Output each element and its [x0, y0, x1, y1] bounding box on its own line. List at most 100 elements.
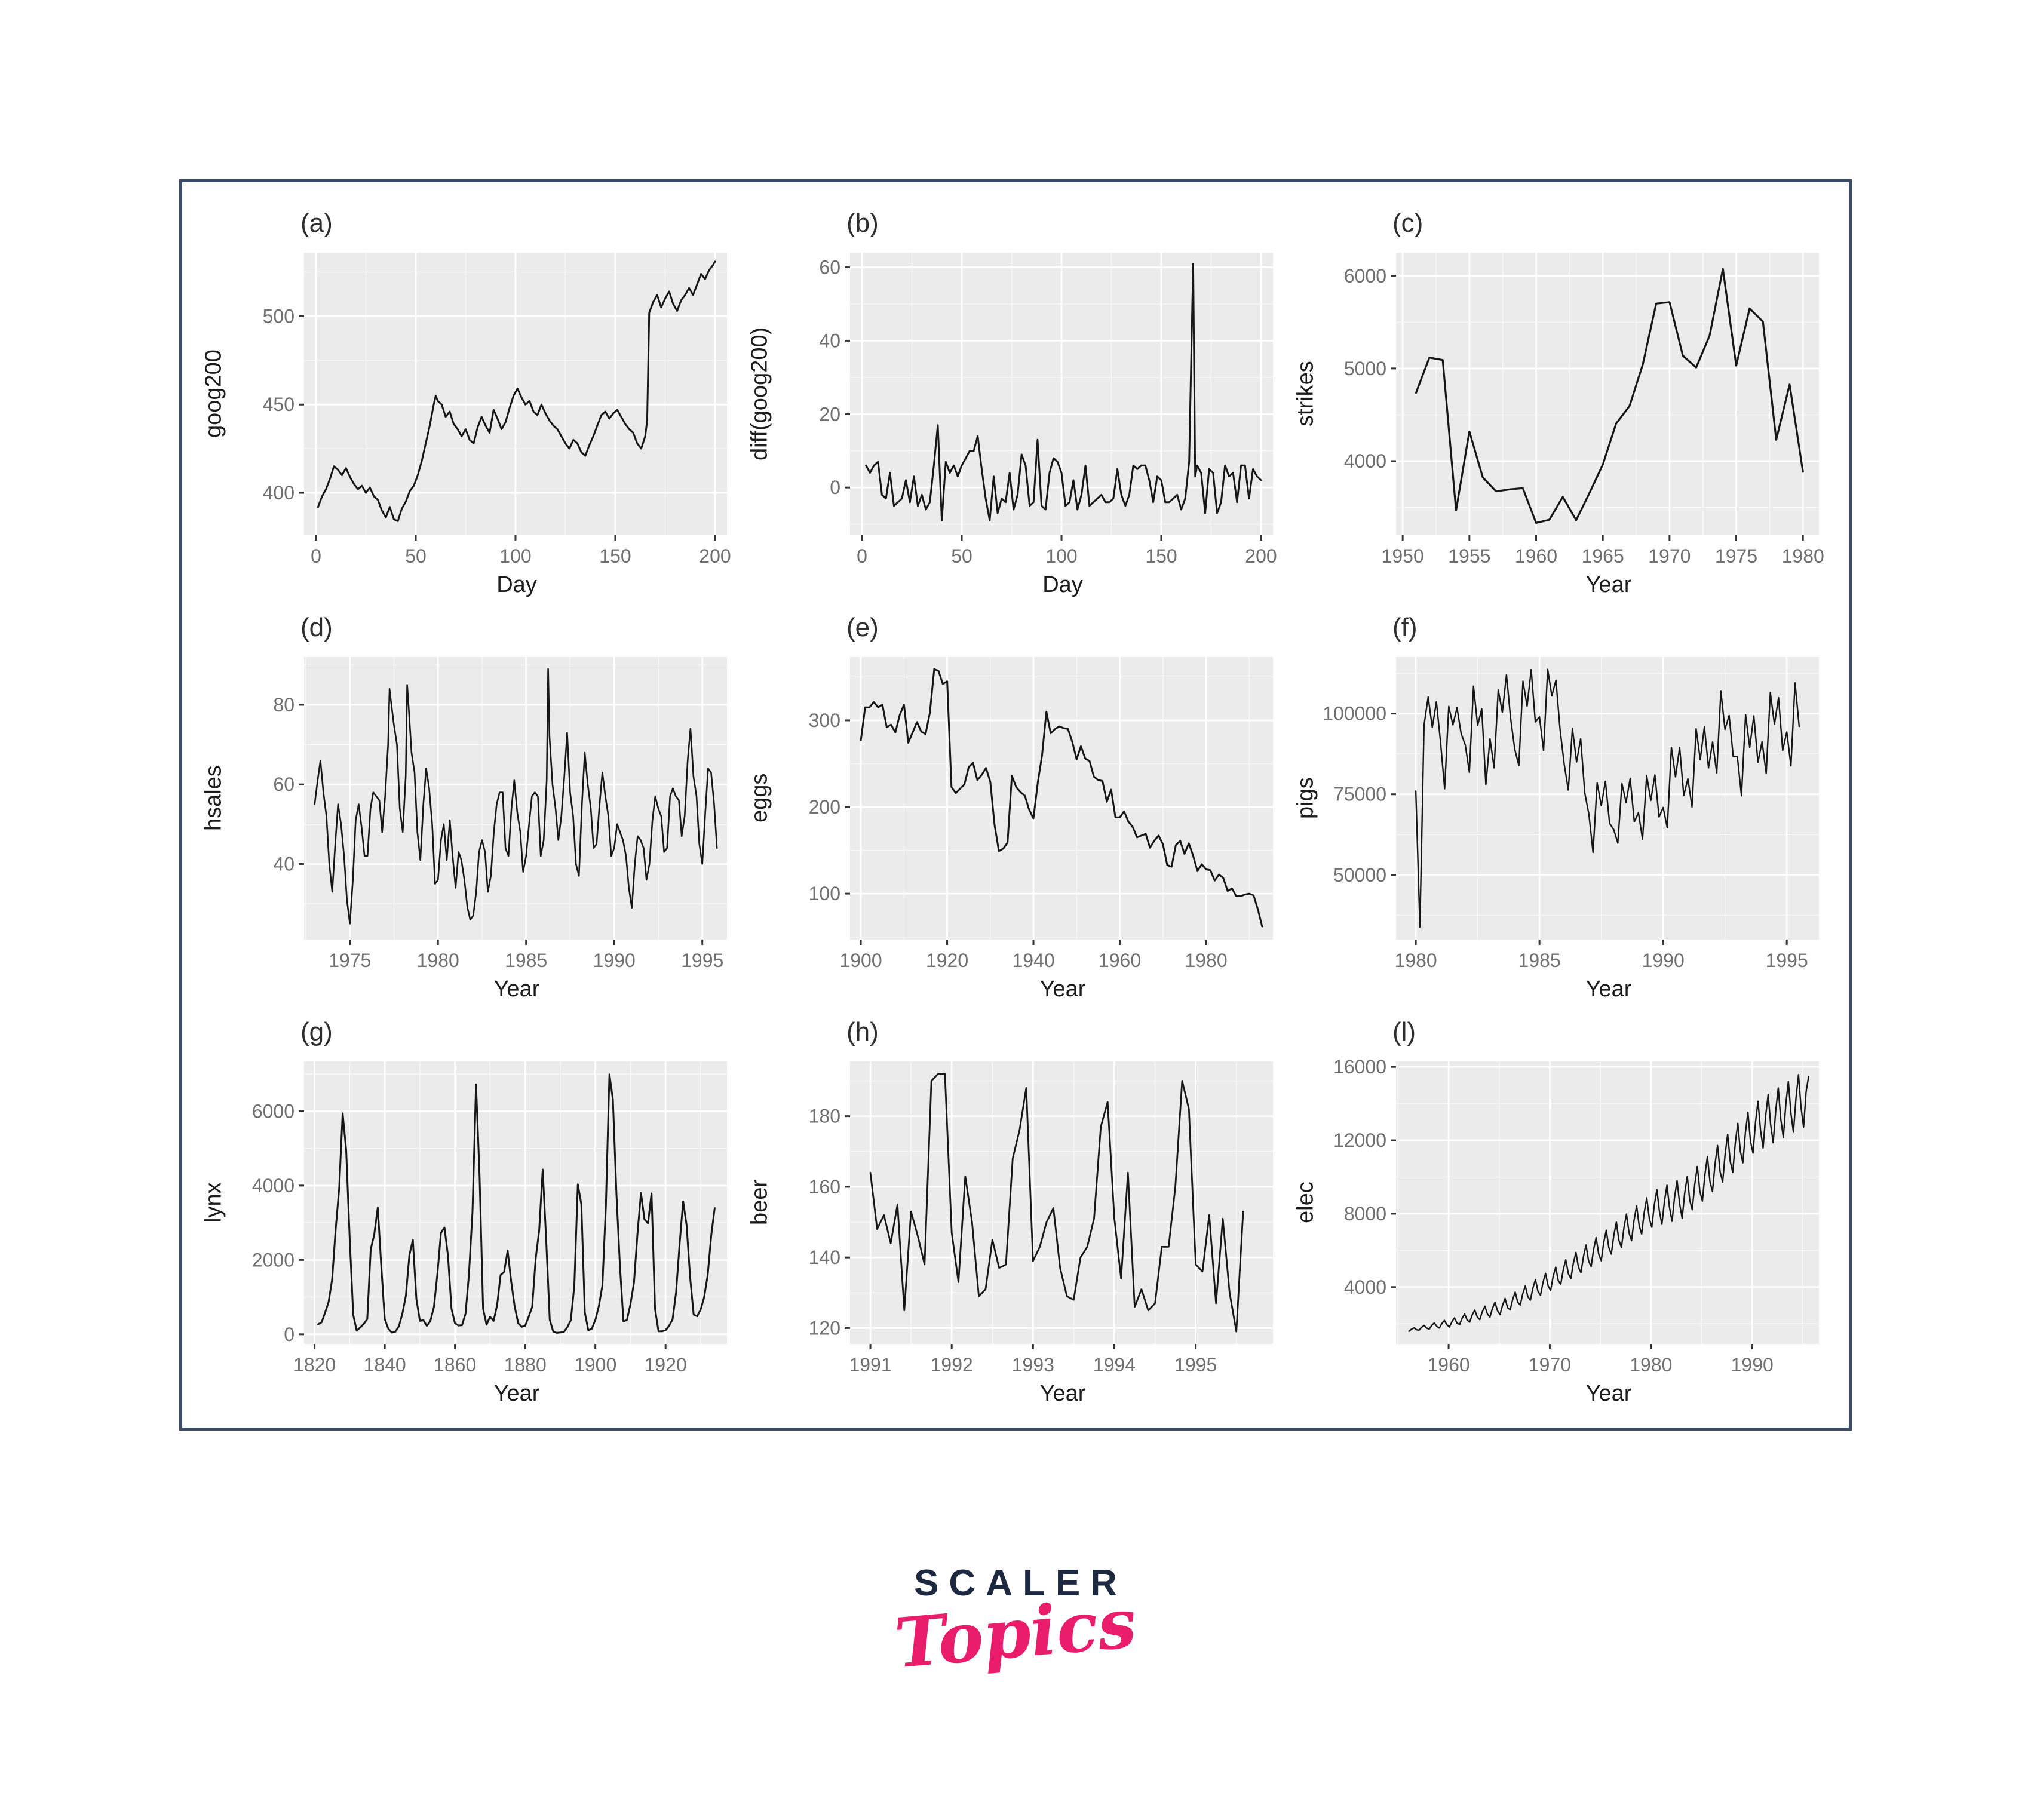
svg-text:8000: 8000 — [1344, 1203, 1386, 1224]
svg-text:500: 500 — [263, 305, 294, 327]
svg-text:1990: 1990 — [1642, 950, 1685, 971]
svg-text:100: 100 — [499, 545, 531, 567]
x-axis-title-f: Year — [1585, 977, 1632, 1002]
svg-text:50000: 50000 — [1333, 864, 1386, 886]
line-chart-beer: 1991 1992 1993 1994 1995 120 140 160 180 — [809, 1061, 1273, 1376]
svg-text:1920: 1920 — [926, 950, 968, 971]
svg-text:1995: 1995 — [681, 950, 723, 971]
panel-label-d: (d) — [300, 613, 333, 642]
svg-text:75000: 75000 — [1333, 784, 1386, 805]
y-axis-title-e: eggs — [747, 773, 772, 823]
panel-g: (g) lynx 1820 1840 1860 1880 1900 1920 0 2000 40… — [198, 1015, 744, 1419]
svg-text:1970: 1970 — [1529, 1354, 1571, 1376]
line-chart-goog200: 0 50 100 150 200 400 450 500 — [263, 253, 731, 567]
panel-label-f: (f) — [1392, 613, 1418, 642]
svg-text:200: 200 — [1245, 545, 1277, 567]
svg-text:100000: 100000 — [1323, 703, 1386, 725]
svg-text:120: 120 — [809, 1317, 840, 1339]
svg-text:1940: 1940 — [1012, 950, 1054, 971]
y-axis-title-i: elec — [1293, 1181, 1318, 1223]
svg-text:1992: 1992 — [931, 1354, 973, 1376]
y-axis-title-d: hsales — [201, 765, 226, 831]
y-axis-title-g: lynx — [201, 1182, 226, 1223]
scaler-topics-logo: SCALER Topics — [806, 1562, 1225, 1683]
svg-text:1960: 1960 — [1099, 950, 1141, 971]
panel-e: (e) eggs 1900 1920 1940 1960 1980 100 200 300 Y… — [744, 610, 1290, 1015]
svg-text:1975: 1975 — [329, 950, 371, 971]
svg-text:80: 80 — [273, 694, 294, 716]
x-axis-title-g: Year — [493, 1381, 540, 1406]
svg-text:1965: 1965 — [1582, 545, 1624, 567]
svg-text:400: 400 — [263, 482, 294, 504]
svg-text:6000: 6000 — [252, 1100, 294, 1122]
svg-text:1860: 1860 — [434, 1354, 476, 1376]
svg-text:1920: 1920 — [645, 1354, 687, 1376]
x-axis-title-c: Year — [1585, 572, 1632, 597]
svg-text:0: 0 — [830, 477, 840, 498]
line-chart-lynx: 1820 1840 1860 1880 1900 1920 0 2000 4000 6000 — [252, 1061, 727, 1376]
svg-text:200: 200 — [699, 545, 731, 567]
logo-scaler-text: SCALER — [914, 1563, 1127, 1604]
x-axis-title-d: Year — [493, 977, 540, 1002]
svg-text:100: 100 — [809, 883, 840, 904]
svg-text:1995: 1995 — [1766, 950, 1808, 971]
svg-text:1980: 1980 — [1630, 1354, 1672, 1376]
svg-text:140: 140 — [809, 1247, 840, 1268]
svg-text:60: 60 — [273, 774, 294, 795]
svg-text:180: 180 — [809, 1106, 840, 1127]
panel-label-g: (g) — [300, 1017, 333, 1046]
svg-text:0: 0 — [311, 545, 321, 567]
svg-text:1900: 1900 — [574, 1354, 616, 1376]
svg-text:200: 200 — [809, 796, 840, 818]
svg-text:1990: 1990 — [593, 950, 636, 971]
svg-text:4000: 4000 — [252, 1175, 294, 1196]
svg-text:150: 150 — [599, 545, 631, 567]
line-chart-diff-goog200: 0 50 100 150 200 0 20 40 60 — [819, 253, 1277, 567]
svg-text:1980: 1980 — [1782, 545, 1824, 567]
line-chart-strikes: 1950 1955 1960 1965 1970 1975 1980 4000 5000 6000 — [1344, 253, 1824, 567]
line-chart-hsales: 1975 1980 1985 1990 1995 40 60 80 — [273, 657, 727, 971]
svg-text:0: 0 — [284, 1324, 294, 1345]
panel-i: (l) elec 1960 1970 1980 1990 4000 8000 12000 16… — [1290, 1015, 1836, 1419]
panel-label-a: (a) — [300, 208, 333, 238]
svg-text:1985: 1985 — [1518, 950, 1561, 971]
svg-text:1980: 1980 — [417, 950, 459, 971]
svg-text:450: 450 — [263, 394, 294, 415]
line-chart-elec: 1960 1970 1980 1990 4000 8000 12000 16000 — [1333, 1056, 1819, 1376]
y-axis-title-c: strikes — [1293, 361, 1318, 426]
svg-text:1980: 1980 — [1185, 950, 1227, 971]
svg-text:5000: 5000 — [1344, 358, 1386, 379]
svg-text:1955: 1955 — [1448, 545, 1490, 567]
svg-text:1990: 1990 — [1731, 1354, 1774, 1376]
line-chart-pigs: 1980 1985 1990 1995 50000 75000 100000 — [1323, 657, 1819, 971]
svg-text:0: 0 — [857, 545, 867, 567]
svg-text:40: 40 — [819, 330, 840, 351]
svg-text:1880: 1880 — [504, 1354, 547, 1376]
svg-text:100: 100 — [1045, 545, 1077, 567]
svg-text:1995: 1995 — [1174, 1354, 1217, 1376]
x-axis-title-h: Year — [1039, 1381, 1086, 1406]
svg-text:300: 300 — [809, 710, 840, 731]
x-axis-title-a: Day — [496, 572, 537, 597]
svg-text:1950: 1950 — [1382, 545, 1424, 567]
svg-text:1985: 1985 — [505, 950, 547, 971]
svg-text:1994: 1994 — [1093, 1354, 1136, 1376]
y-axis-title-a: goog200 — [201, 349, 226, 438]
panel-label-i: (l) — [1392, 1017, 1416, 1046]
svg-text:150: 150 — [1145, 545, 1177, 567]
svg-text:1900: 1900 — [839, 950, 882, 971]
svg-text:50: 50 — [951, 545, 972, 567]
x-axis-title-e: Year — [1039, 977, 1086, 1002]
panel-label-h: (h) — [846, 1017, 879, 1046]
panel-c: (c) strikes 1950 1955 1960 1965 1970 1975 1980… — [1290, 206, 1836, 610]
svg-text:1980: 1980 — [1395, 950, 1437, 971]
panel-d: (d) hsales 1975 1980 1985 1990 1995 40 60 80 Ye… — [198, 610, 744, 1015]
x-axis-title-b: Day — [1042, 572, 1083, 597]
svg-text:1970: 1970 — [1648, 545, 1691, 567]
svg-text:1820: 1820 — [293, 1354, 336, 1376]
svg-text:1975: 1975 — [1715, 545, 1757, 567]
panel-b: (b) diff(goog200) 0 50 100 150 200 0 20 40 60 Da… — [744, 206, 1290, 610]
y-axis-title-f: pigs — [1293, 777, 1318, 819]
svg-text:4000: 4000 — [1344, 1276, 1386, 1298]
figure-frame: (a) goog200 0 50 100 150 200 400 450 500 Day (b… — [179, 179, 1852, 1431]
